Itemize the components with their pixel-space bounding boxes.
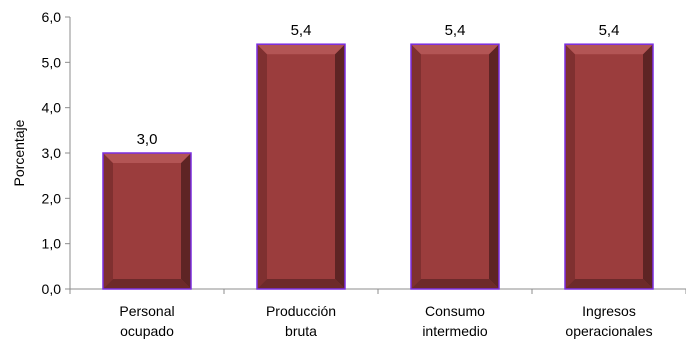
x-tick-label: Ingresos [582,303,636,319]
x-tick-label: Personal [119,303,174,319]
x-tick-label: Consumo [425,303,485,319]
y-tick-label: 4,0 [42,100,62,116]
bar [102,152,192,290]
bar-face [565,44,653,290]
y-tick-label: 1,0 [42,236,62,252]
bar-bevel-left [565,44,575,290]
bar-bevel-right [335,44,345,290]
bar-face [257,44,345,290]
bar-bevel-bottom [257,279,345,289]
bar-bevel-left [103,153,113,289]
bar-bevel-top [411,44,499,55]
x-tick-label: intermedio [422,323,488,339]
x-tick-label: bruta [285,323,317,339]
y-axis-ticks: 0,0 1,0 2,0 3,0 4,0 5,0 6,0 [42,9,70,297]
bar-bevel-left [411,44,421,290]
data-label: 5,4 [291,22,312,39]
bar-face [411,44,499,290]
bar [564,43,654,290]
y-tick-label: 6,0 [42,9,62,25]
data-label: 3,0 [137,131,158,148]
y-tick-label: 0,0 [42,281,62,297]
bar-bevel-right [643,44,653,290]
bar-outline [102,152,192,290]
y-tick-label: 5,0 [42,54,62,70]
bar-bevel-bottom [103,279,191,289]
bar [410,43,500,290]
bar-outline [256,43,346,290]
bar-bevel-top [565,44,653,55]
bar-face [103,153,191,289]
y-tick-label: 2,0 [42,190,62,206]
x-tick-label: ocupado [120,323,174,339]
data-label: 5,4 [445,22,466,39]
bars [102,43,654,290]
bar-bevel-bottom [411,279,499,289]
bar-bevel-right [489,44,499,290]
bar-bevel-top [257,44,345,55]
data-label: 5,4 [599,22,620,39]
data-labels: 3,0 5,4 5,4 5,4 [137,22,620,148]
bar-bevel-left [257,44,267,290]
bar-bevel-bottom [565,279,653,289]
x-tick-label: Producción [266,303,336,319]
bar-bevel-top [103,153,191,163]
x-tick-label: operacionales [565,323,652,339]
bar-bevel-right [181,153,191,289]
bar-outline [564,43,654,290]
x-axis-labels: Personal ocupado Producción bruta Consumo int… [119,303,652,339]
bar [256,43,346,290]
bar-outline [410,43,500,290]
y-tick-label: 3,0 [42,145,62,161]
y-axis-label: Porcentaje [11,119,27,186]
